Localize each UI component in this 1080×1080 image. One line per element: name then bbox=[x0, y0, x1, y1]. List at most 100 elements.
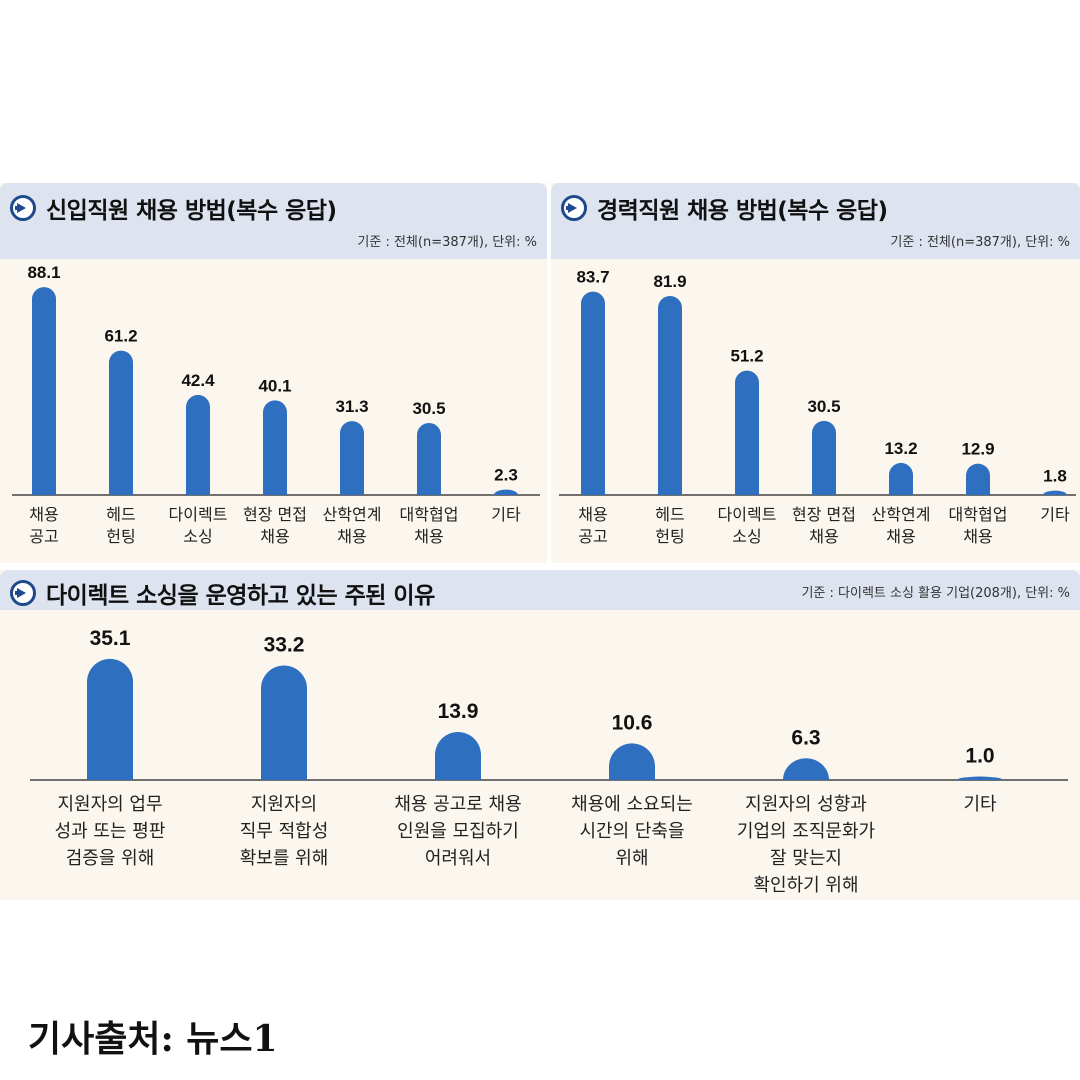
bar bbox=[783, 758, 829, 780]
bar bbox=[435, 732, 481, 780]
bar bbox=[261, 665, 307, 780]
category-label: 대학협업 bbox=[949, 505, 1008, 524]
category-label: 위해 bbox=[615, 848, 648, 869]
category-label: 공고 bbox=[29, 527, 58, 546]
experienced-panel: 경력직원 채용 방법(복수 응답) 기준 : 전체(n=387개), 단위: %… bbox=[551, 183, 1080, 563]
bar bbox=[494, 489, 518, 495]
bar bbox=[109, 350, 133, 495]
category-label: 채용 bbox=[260, 527, 289, 546]
category-label: 채용 bbox=[809, 527, 838, 546]
category-label: 지원자의 성향과 bbox=[745, 794, 867, 815]
data-label: 51.2 bbox=[730, 347, 763, 366]
category-label: 채용 bbox=[886, 527, 915, 546]
data-label: 61.2 bbox=[104, 327, 137, 346]
data-label: 1.0 bbox=[965, 745, 994, 768]
category-label: 지원자의 업무 bbox=[57, 794, 162, 815]
arrow-right-circle-icon bbox=[10, 580, 36, 606]
category-label: 채용 bbox=[337, 527, 366, 546]
category-label: 헌팅 bbox=[655, 527, 684, 546]
bar bbox=[735, 370, 759, 495]
data-label: 42.4 bbox=[181, 371, 215, 390]
bar bbox=[340, 421, 364, 495]
category-label: 소싱 bbox=[183, 527, 212, 546]
category-label: 인원을 모집하기 bbox=[397, 821, 519, 842]
experienced-note: 기준 : 전체(n=387개), 단위: % bbox=[890, 235, 1070, 250]
bar bbox=[87, 658, 133, 780]
category-label: 기업의 조직문화가 bbox=[737, 821, 875, 842]
category-label: 직무 적합성 bbox=[240, 821, 329, 842]
category-label: 대학협업 bbox=[400, 505, 459, 524]
data-label: 30.5 bbox=[807, 397, 840, 416]
category-label: 확인하기 위해 bbox=[753, 875, 858, 896]
bar bbox=[186, 394, 210, 495]
data-label: 30.5 bbox=[412, 399, 445, 418]
category-label: 잘 맞는지 bbox=[770, 848, 842, 869]
arrow-right-circle-icon bbox=[561, 195, 587, 221]
category-label: 현장 면접 bbox=[243, 505, 307, 524]
category-label: 기타 bbox=[1040, 505, 1070, 524]
category-label: 현장 면접 bbox=[792, 505, 856, 524]
bar bbox=[957, 776, 1003, 780]
direct-sourcing-note: 기준 : 다이렉트 소싱 활용 기업(208개), 단위: % bbox=[801, 586, 1070, 601]
data-label: 31.3 bbox=[335, 397, 368, 416]
direct-sourcing-title: 다이렉트 소싱을 운영하고 있는 주된 이유 bbox=[46, 583, 435, 609]
data-label: 13.9 bbox=[438, 700, 479, 723]
category-label: 다이렉트 bbox=[718, 505, 777, 524]
data-label: 40.1 bbox=[258, 376, 291, 395]
category-label: 채용에 소요되는 bbox=[571, 794, 693, 815]
category-label: 헤드 bbox=[655, 505, 684, 524]
bar bbox=[966, 463, 990, 495]
category-label: 산학연계 bbox=[872, 505, 931, 524]
category-label: 기타 bbox=[963, 794, 997, 815]
bar bbox=[658, 295, 682, 495]
direct-sourcing-header: 다이렉트 소싱을 운영하고 있는 주된 이유 기준 : 다이렉트 소싱 활용 기… bbox=[0, 570, 1080, 610]
category-label: 지원자의 bbox=[251, 794, 317, 815]
data-label: 88.1 bbox=[27, 263, 60, 282]
data-label: 6.3 bbox=[791, 726, 820, 749]
data-label: 13.2 bbox=[884, 439, 917, 458]
category-label: 헤드 bbox=[106, 505, 135, 524]
bar bbox=[889, 462, 913, 495]
data-label: 1.8 bbox=[1043, 467, 1067, 486]
category-label: 기타 bbox=[491, 505, 521, 524]
new-hires-header: 신입직원 채용 방법(복수 응답) 기준 : 전체(n=387개), 단위: % bbox=[0, 183, 547, 259]
direct-sourcing-panel: 다이렉트 소싱을 운영하고 있는 주된 이유 기준 : 다이렉트 소싱 활용 기… bbox=[0, 570, 1080, 900]
category-label: 채용 bbox=[29, 505, 58, 524]
bar bbox=[609, 743, 655, 780]
experienced-header: 경력직원 채용 방법(복수 응답) 기준 : 전체(n=387개), 단위: % bbox=[551, 183, 1080, 259]
data-label: 10.6 bbox=[612, 711, 653, 734]
data-label: 35.1 bbox=[90, 627, 131, 650]
data-label: 33.2 bbox=[264, 633, 305, 656]
experienced-title: 경력직원 채용 방법(복수 응답) bbox=[597, 198, 888, 224]
bar bbox=[812, 420, 836, 495]
new-hires-note: 기준 : 전체(n=387개), 단위: % bbox=[357, 235, 537, 250]
data-label: 2.3 bbox=[494, 466, 518, 485]
category-label: 성과 또는 평판 bbox=[55, 821, 166, 842]
category-label: 산학연계 bbox=[323, 505, 382, 524]
category-label: 채용 bbox=[578, 505, 607, 524]
new-hires-panel: 신입직원 채용 방법(복수 응답) 기준 : 전체(n=387개), 단위: %… bbox=[0, 183, 547, 563]
category-label: 채용 bbox=[963, 527, 992, 546]
category-label: 채용 공고로 채용 bbox=[394, 794, 521, 815]
new-hires-title: 신입직원 채용 방법(복수 응답) bbox=[46, 198, 337, 224]
category-label: 채용 bbox=[414, 527, 443, 546]
category-label: 헌팅 bbox=[106, 527, 135, 546]
bar bbox=[32, 287, 56, 495]
bar bbox=[417, 423, 441, 495]
category-label: 소싱 bbox=[732, 527, 761, 546]
category-label: 검증을 위해 bbox=[66, 848, 155, 869]
category-label: 어려워서 bbox=[425, 848, 491, 869]
category-label: 다이렉트 bbox=[169, 505, 228, 524]
bar bbox=[263, 400, 287, 495]
source-credit: 기사출처: 뉴스1 bbox=[28, 1018, 278, 1060]
bar bbox=[1043, 490, 1067, 495]
data-label: 83.7 bbox=[576, 268, 609, 287]
arrow-right-circle-icon bbox=[10, 195, 36, 221]
bar bbox=[581, 291, 605, 495]
data-label: 12.9 bbox=[961, 440, 994, 459]
category-label: 시간의 단축을 bbox=[579, 821, 684, 842]
data-label: 81.9 bbox=[653, 272, 686, 291]
